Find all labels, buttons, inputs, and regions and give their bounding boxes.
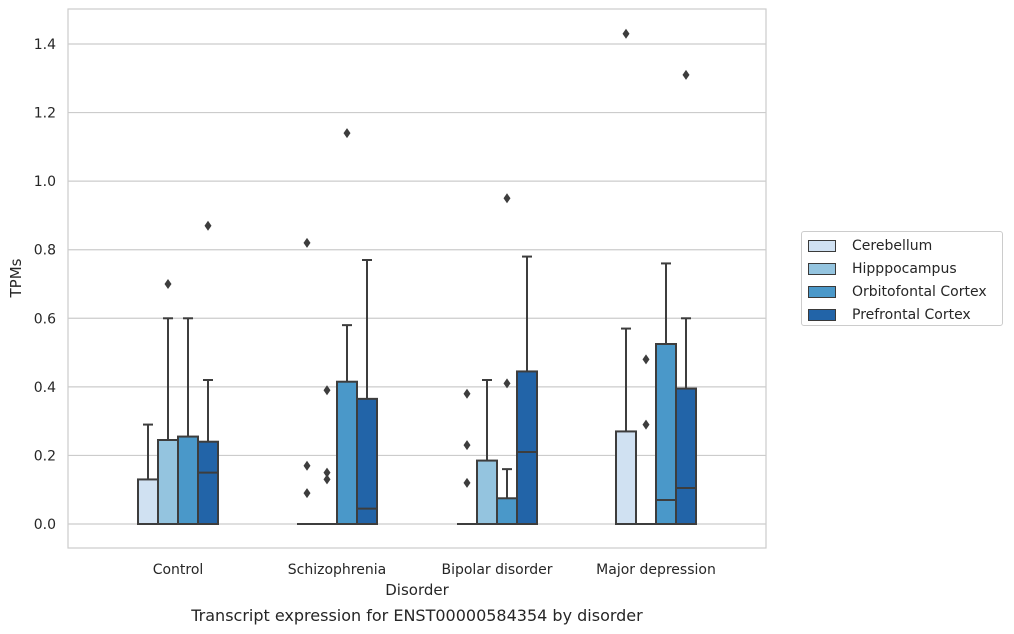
- outlier-point: [303, 460, 311, 471]
- outlier-point: [463, 477, 471, 488]
- x-tick-label: Bipolar disorder: [441, 562, 552, 578]
- legend-item: Prefrontal Cortex: [808, 303, 1002, 326]
- box-group: [297, 237, 317, 525]
- box-group: [636, 354, 656, 525]
- box-group: [615, 28, 637, 525]
- legend-swatch: [808, 263, 836, 276]
- box: [197, 440, 219, 526]
- box-group: [177, 317, 199, 526]
- y-tick-label: 1.4: [34, 37, 56, 53]
- outlier-point: [622, 28, 630, 39]
- y-tick-label: 0.0: [34, 517, 56, 533]
- y-tick-label: 0.2: [34, 448, 56, 464]
- legend-label: Hipppocampus: [852, 261, 957, 278]
- box: [177, 435, 199, 526]
- box-group: [675, 69, 697, 526]
- box-group: [516, 255, 538, 525]
- box-group: [317, 385, 337, 525]
- legend-label: Orbitofontal Cortex: [852, 283, 987, 300]
- box-group: [356, 259, 378, 526]
- y-tick-label: 0.6: [34, 311, 56, 327]
- outlier-point: [323, 474, 331, 485]
- x-tick-label: Control: [153, 562, 204, 578]
- box-series: [137, 28, 697, 526]
- box-group: [476, 379, 498, 526]
- legend-item: Cerebellum: [808, 235, 1002, 258]
- box-group: [457, 388, 477, 525]
- box: [516, 370, 538, 525]
- outlier-point: [503, 378, 511, 389]
- outlier-point: [682, 69, 690, 80]
- box: [675, 387, 697, 526]
- outlier-point: [343, 128, 351, 139]
- outlier-point: [463, 388, 471, 399]
- y-tick-label: 1.0: [34, 174, 56, 190]
- y-tick-label: 1.2: [34, 106, 56, 122]
- outlier-point: [303, 488, 311, 499]
- outlier-point: [303, 237, 311, 248]
- box: [157, 439, 179, 525]
- legend-swatch: [808, 308, 836, 321]
- box: [336, 380, 358, 526]
- legend: Cerebellum Hipppocampus Orbitofontal Corte…: [801, 231, 1003, 326]
- outlier-point: [164, 279, 172, 289]
- legend-label: Cerebellum: [852, 238, 933, 255]
- legend-item: Hipppocampus: [808, 258, 1002, 281]
- box: [496, 497, 518, 525]
- outlier-point: [463, 440, 471, 451]
- box-group: [197, 220, 219, 526]
- x-tick-label: Major depression: [596, 562, 716, 578]
- y-tick-label: 0.8: [34, 243, 56, 259]
- x-axis-label: Disorder: [385, 581, 449, 599]
- box: [476, 459, 498, 526]
- box: [356, 397, 378, 526]
- box-group: [157, 279, 179, 525]
- legend-swatch: [808, 285, 836, 298]
- y-tick-labels: 0.0 0.2 0.4 0.6 0.8 1.0 1.2 1.4: [34, 37, 56, 533]
- legend-label: Prefrontal Cortex: [852, 306, 971, 323]
- outlier-point: [323, 467, 331, 478]
- box-group: [336, 128, 358, 526]
- figure-caption: Transcript expression for ENST0000058435…: [191, 606, 643, 625]
- outlier-point: [323, 385, 331, 396]
- x-tick-labels: Control Schizophrenia Bipolar disorder Majo…: [153, 562, 716, 578]
- legend-swatch: [808, 240, 836, 253]
- outlier-point: [642, 419, 650, 430]
- box: [655, 343, 677, 525]
- y-axis-label: TPMs: [7, 258, 25, 298]
- outlier-point: [503, 193, 511, 204]
- outlier-point: [204, 220, 212, 231]
- x-tick-label: Schizophrenia: [288, 562, 386, 578]
- outlier-point: [642, 354, 650, 365]
- legend-item: Orbitofontal Cortex: [808, 281, 1002, 304]
- box: [137, 478, 159, 525]
- box: [615, 430, 637, 525]
- y-tick-label: 0.4: [34, 380, 56, 396]
